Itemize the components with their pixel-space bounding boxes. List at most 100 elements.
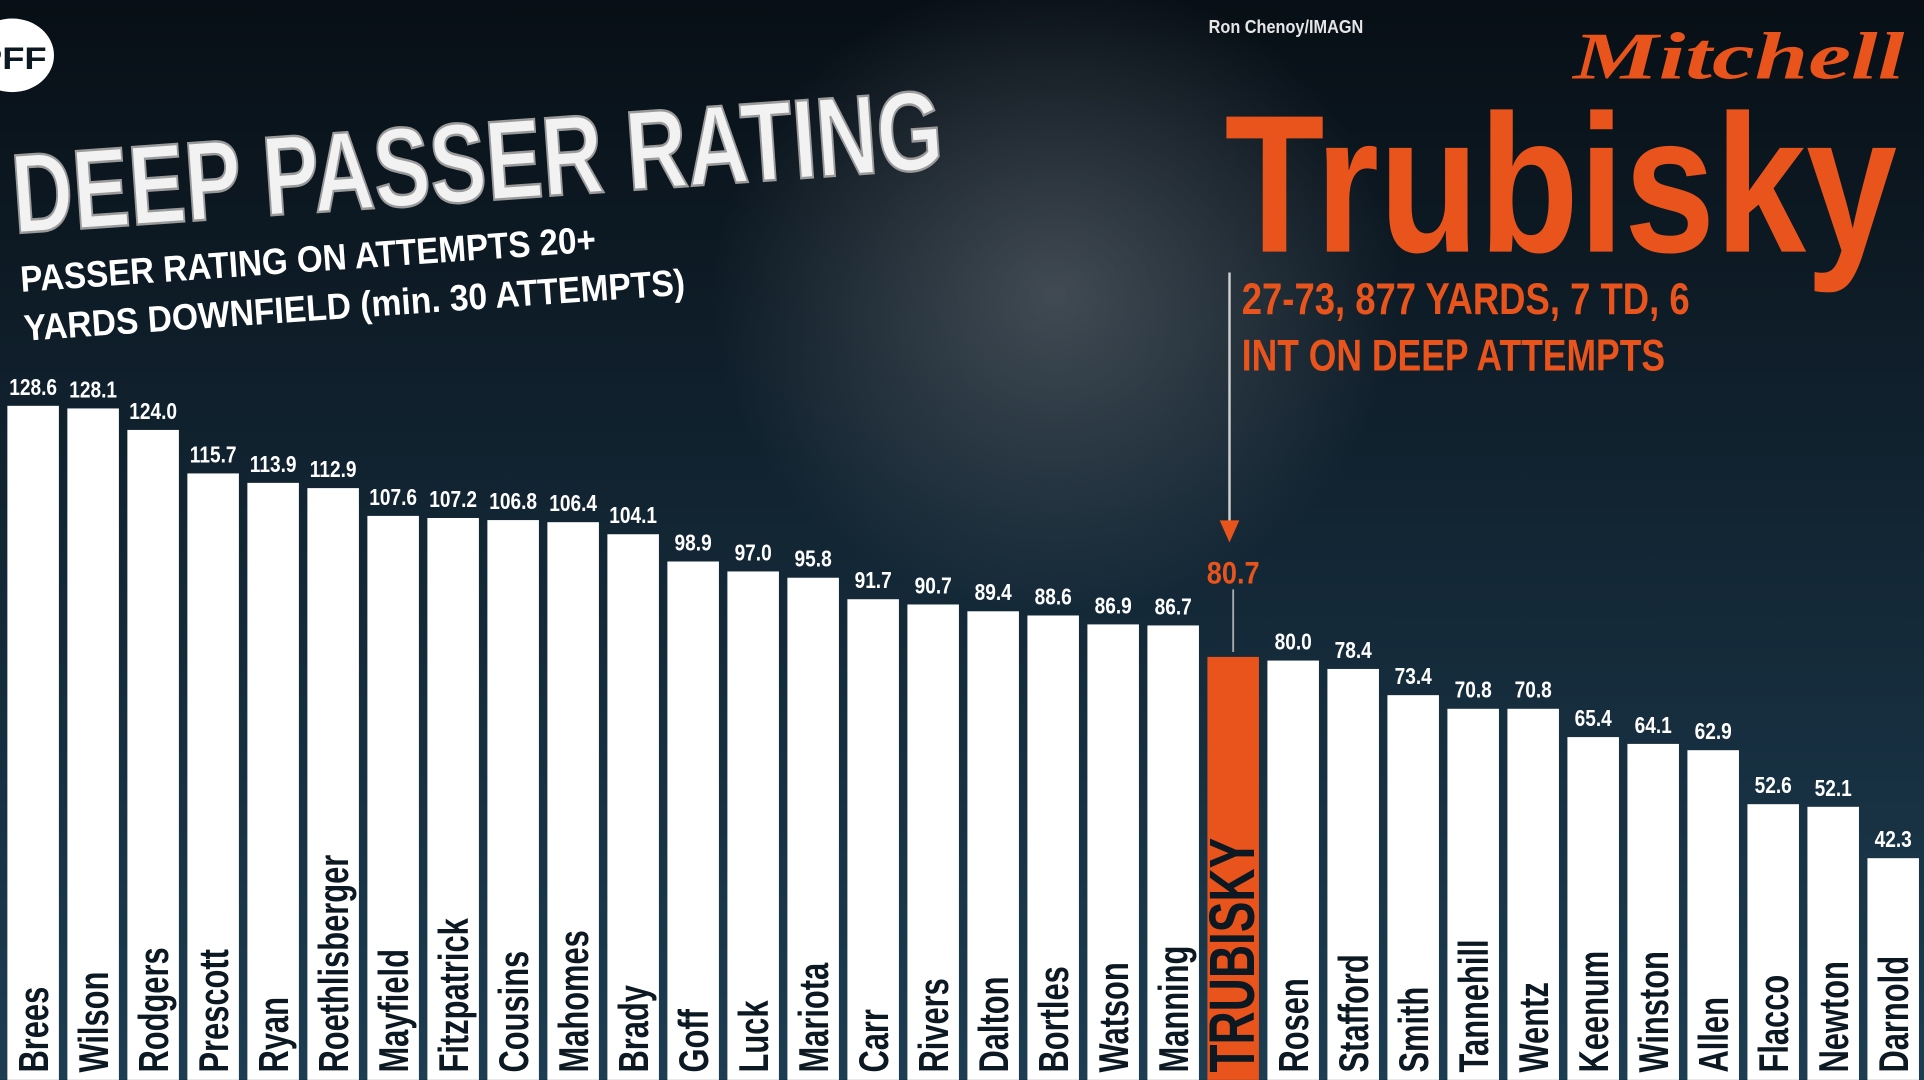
value-label: 115.7 (190, 442, 237, 468)
bar (487, 520, 539, 1080)
x-tick-label: TRUBISKY (1197, 838, 1268, 1073)
x-tick-label: Watson (1090, 962, 1137, 1072)
photo-credit: Ron Chenoy/IMAGN (1209, 16, 1364, 37)
x-tick-label: Prescott (190, 949, 237, 1073)
x-tick-label: Smith (1390, 987, 1437, 1073)
x-tick-label: Luck (730, 1000, 777, 1073)
value-label: 89.4 (975, 579, 1012, 605)
x-tick-label: Stafford (1330, 954, 1377, 1072)
value-label: 86.9 (1095, 593, 1132, 619)
bar (7, 405, 59, 1080)
bar (667, 561, 719, 1080)
x-tick-label: Cousins (490, 951, 537, 1073)
value-label: 88.6 (1035, 584, 1072, 610)
x-tick-label: Flacco (1750, 975, 1797, 1073)
logo: PFF (0, 40, 47, 76)
value-label: 86.7 (1155, 594, 1192, 620)
bar (847, 599, 899, 1080)
value-label: 80.7 (1207, 555, 1260, 591)
bar (367, 515, 419, 1080)
value-label: 52.1 (1815, 775, 1852, 801)
value-label: 91.7 (855, 567, 892, 593)
bar (247, 482, 299, 1080)
bar (787, 577, 839, 1080)
value-label: 90.7 (915, 573, 952, 599)
bar (1027, 615, 1079, 1080)
value-label: 97.0 (735, 540, 772, 566)
value-label: 65.4 (1575, 705, 1612, 731)
x-tick-label: Wentz (1510, 982, 1557, 1072)
bar (1867, 858, 1919, 1080)
value-label: 95.8 (795, 546, 832, 572)
x-tick-label: Rosen (1270, 978, 1317, 1072)
x-tick-label: Goff (670, 1008, 717, 1072)
x-tick-label: Brees (10, 987, 57, 1073)
value-label: 42.3 (1875, 826, 1912, 852)
x-tick-label: Allen (1690, 997, 1737, 1072)
x-tick-label: Mariota (790, 962, 837, 1072)
player-last-name: Trubisky (1225, 74, 1897, 294)
x-tick-label: Winston (1630, 951, 1677, 1072)
bar (1627, 743, 1679, 1080)
bar (907, 604, 959, 1080)
x-tick-label: Carr (850, 1009, 897, 1072)
value-label: 52.6 (1755, 772, 1792, 798)
value-label: 78.4 (1335, 637, 1372, 663)
value-label: 112.9 (310, 456, 357, 482)
x-tick-label: Fitzpatrick (430, 918, 477, 1073)
annotation: INT ON DEEP ATTEMPTS (1242, 332, 1665, 381)
bar (727, 571, 779, 1080)
x-tick-label: Brady (610, 985, 657, 1073)
x-tick-label: Manning (1150, 946, 1197, 1073)
value-label: 107.2 (429, 486, 477, 512)
value-label: 106.8 (489, 488, 537, 514)
x-tick-label: Darnold (1870, 956, 1917, 1073)
player-first-name: Mitchell (1572, 21, 1906, 94)
x-tick-label: Mahomes (550, 930, 597, 1072)
bar (1567, 737, 1619, 1080)
x-tick-label: Roethlisberger (310, 855, 357, 1073)
x-tick-label: Wilson (70, 972, 117, 1073)
value-label: 64.1 (1635, 712, 1672, 738)
x-tick-label: Bortles (1030, 966, 1077, 1072)
value-label: 104.1 (609, 502, 657, 528)
x-tick-label: Ryan (250, 997, 297, 1072)
bar (307, 488, 359, 1080)
bar (1267, 660, 1319, 1080)
x-tick-label: Mayfield (370, 949, 417, 1072)
x-tick-label: Rivers (910, 978, 957, 1072)
photo-area (711, 0, 1399, 614)
value-label: 73.4 (1395, 663, 1432, 689)
x-tick-label: Newton (1810, 961, 1857, 1072)
value-label: 107.6 (369, 484, 417, 510)
bar (1087, 624, 1139, 1080)
bar (67, 408, 119, 1080)
bar (547, 522, 599, 1080)
x-tick-label: Keenum (1570, 951, 1617, 1073)
value-label: 128.6 (9, 374, 57, 400)
value-label: 70.8 (1455, 677, 1492, 703)
bar (607, 534, 659, 1080)
bar (1747, 804, 1799, 1080)
bar (1447, 708, 1499, 1080)
bar (1327, 668, 1379, 1080)
arrow-head (1219, 520, 1240, 543)
x-tick-label: Dalton (970, 977, 1017, 1073)
bar (1387, 695, 1439, 1080)
bar (1147, 625, 1199, 1080)
value-label: 98.9 (675, 530, 712, 556)
value-label: 106.4 (549, 490, 597, 516)
value-label: 80.0 (1275, 629, 1312, 655)
logo-badge (0, 18, 54, 93)
x-tick-label: Rodgers (130, 947, 177, 1072)
bar (427, 517, 479, 1080)
bar (967, 611, 1019, 1080)
bar (1687, 750, 1739, 1080)
bar (187, 473, 239, 1080)
value-label: 124.0 (129, 398, 177, 424)
x-tick-label: Tannehill (1450, 939, 1497, 1072)
bar (1507, 708, 1559, 1080)
bar (1807, 806, 1859, 1080)
